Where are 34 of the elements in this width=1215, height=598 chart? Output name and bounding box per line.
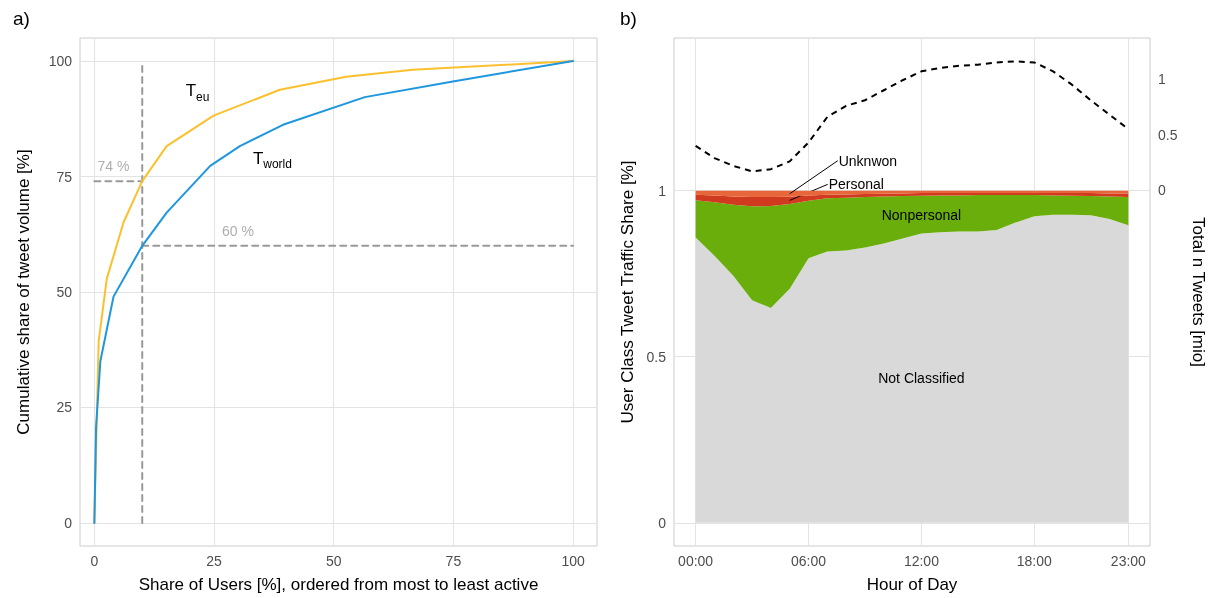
annotation: 60 % bbox=[222, 222, 254, 239]
series-label: Nonpersonal bbox=[881, 206, 962, 223]
y-tick-label: 50 bbox=[56, 284, 73, 300]
y-tick-label: 75 bbox=[56, 168, 73, 185]
y-tick-label: 0 bbox=[658, 514, 667, 531]
x-tick-label: 00:00 bbox=[678, 553, 714, 569]
y2-tick-label: 1 bbox=[1158, 71, 1166, 88]
x-axis-title: Share of Users [%], ordered from most to least active bbox=[138, 575, 539, 594]
series-label: Unknwon bbox=[838, 152, 898, 169]
chart-title: a) bbox=[13, 8, 30, 29]
y-tick-label: 0.5 bbox=[646, 348, 667, 365]
x-tick-label: 25 bbox=[206, 553, 223, 569]
y-tick-label: 0 bbox=[64, 514, 73, 531]
y-axis-title: User Class Tweet Traffic Share [%] bbox=[617, 160, 637, 424]
series-label: Not Classified bbox=[878, 370, 965, 387]
x-tick-label: 100 bbox=[561, 553, 585, 569]
x-tick-label: 75 bbox=[445, 553, 462, 569]
x-tick-label: 0 bbox=[90, 553, 99, 569]
series-label: Personal bbox=[828, 176, 884, 193]
x-tick-label: 23:00 bbox=[1110, 553, 1147, 569]
y-tick-label: 25 bbox=[56, 399, 73, 416]
y2-axis-title: Total n Tweets [mio] bbox=[1189, 217, 1208, 367]
x-tick-label: 50 bbox=[325, 553, 342, 569]
x-axis-title: Hour of Day bbox=[866, 575, 958, 594]
x-tick-label: 18:00 bbox=[1016, 553, 1053, 569]
x-tick-label: 06:00 bbox=[791, 553, 827, 569]
y-tick-label: 100 bbox=[48, 53, 73, 70]
y-axis-title: Cumulative share of tweet volume [%] bbox=[14, 149, 33, 435]
y2-tick-label: 0 bbox=[1158, 182, 1166, 199]
x-tick-label: 12:00 bbox=[903, 553, 940, 569]
y2-tick-label: 0.5 bbox=[1158, 126, 1178, 143]
annotation: 74 % bbox=[97, 158, 130, 175]
chart-title: b) bbox=[620, 8, 637, 29]
y-tick-label: 1 bbox=[658, 182, 667, 199]
